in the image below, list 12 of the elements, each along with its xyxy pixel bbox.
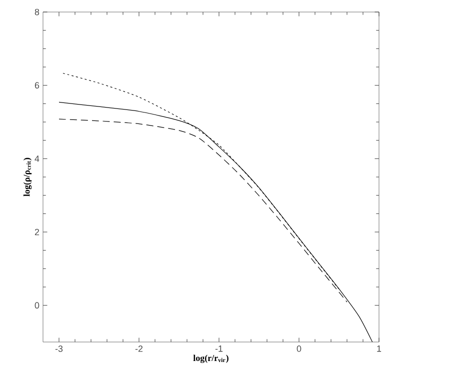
y-tick-label: 6 — [34, 82, 40, 89]
y-tick-label: 4 — [34, 156, 40, 162]
y-tick-label: 2 — [34, 228, 40, 236]
y-tick-label: 8 — [34, 8, 40, 16]
x-tick-label: 0 — [296, 346, 302, 352]
x-tick-label: -1 — [215, 346, 223, 352]
x-tick-label: 1 — [377, 346, 382, 352]
x-tick-label: -2 — [135, 346, 143, 352]
x-axis-title: log(r/r$_{vir}$) — [193, 354, 228, 363]
y-axis-title: log(ρ/ρ$_{crit}$) — [23, 158, 32, 196]
x-tick-label: -3 — [55, 346, 63, 352]
y-tick-label: 0 — [34, 302, 40, 309]
